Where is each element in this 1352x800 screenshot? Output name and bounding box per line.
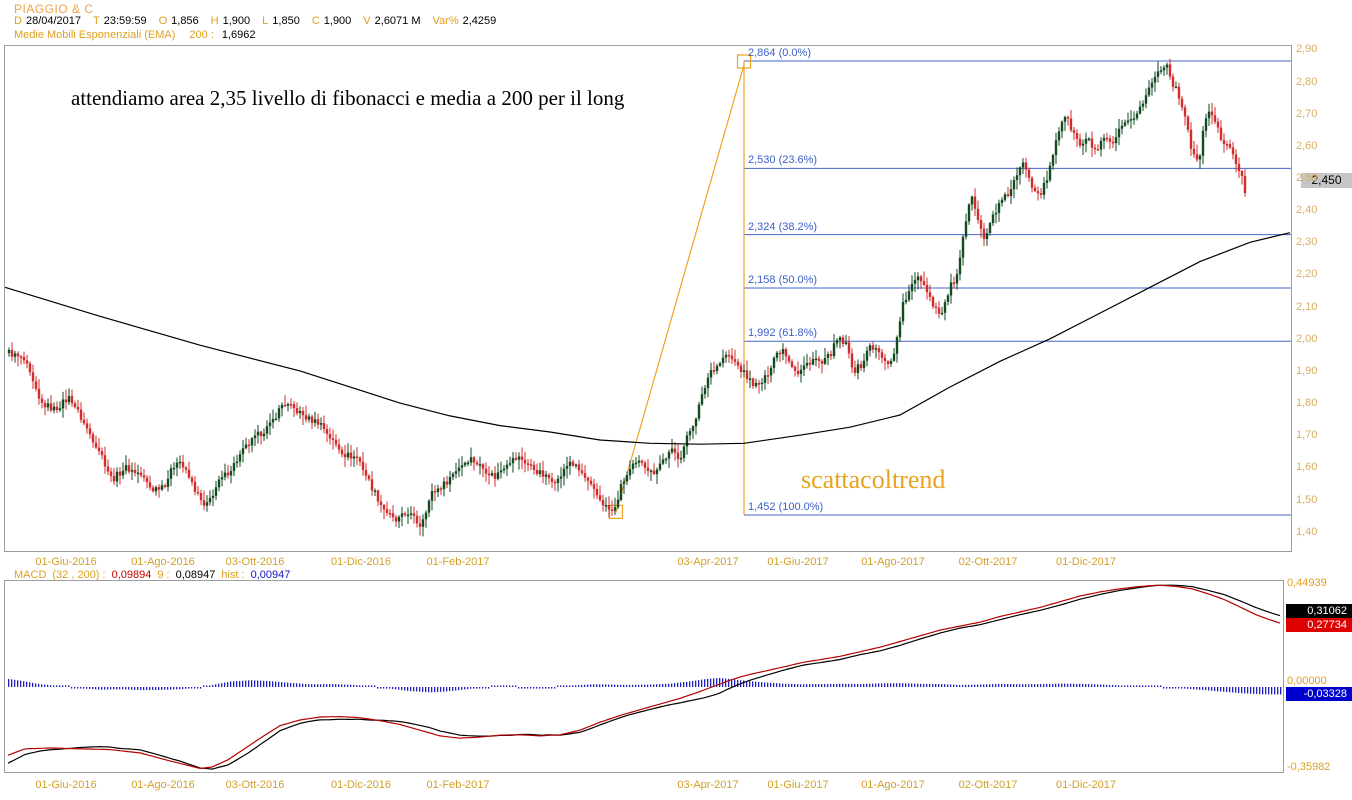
price-panel-border bbox=[4, 45, 1292, 552]
date-axis-label: 01-Dic-2016 bbox=[331, 779, 391, 791]
macd-line[interactable] bbox=[7, 584, 1281, 770]
macd-signal-label: 9 : bbox=[157, 569, 170, 581]
ema-value: 1,6962 bbox=[221, 29, 256, 41]
date-axis-label: 01-Dic-2017 bbox=[1056, 556, 1116, 568]
ohlc-field-value: 1,900 bbox=[222, 15, 251, 27]
ohlc-field-label: T bbox=[93, 15, 100, 27]
price-axis-label: 2,70 bbox=[1296, 108, 1318, 120]
watermark-text: scattacoltrend bbox=[801, 465, 946, 494]
ohlc-status-row: D 28/04/2017 T 23:59:59 O 1,856 H 1,900 L 1,850 C 1… bbox=[14, 15, 508, 27]
price-axis-label: 2,20 bbox=[1296, 268, 1318, 280]
drawing-handle-top bbox=[736, 54, 752, 69]
macd-signal-value: 0,08947 bbox=[175, 569, 216, 581]
macd-value: 0,09894 bbox=[111, 569, 152, 581]
candlesticks[interactable] bbox=[7, 58, 1247, 537]
ohlc-field-value: 28/04/2017 bbox=[25, 15, 82, 27]
fibonacci-drawing-tool[interactable] bbox=[608, 54, 752, 519]
macd-params: (32 , 200) : bbox=[52, 569, 106, 581]
macd-line-value-box: 0,27734 bbox=[1286, 618, 1352, 632]
price-axis-label: 2,10 bbox=[1296, 301, 1318, 313]
ohlc-field-label: V bbox=[363, 15, 371, 27]
ohlc-field-label: C bbox=[311, 15, 320, 27]
fib-level-label: 2,530 (23.6%) bbox=[748, 154, 818, 166]
price-axis-label: 2,90 bbox=[1296, 43, 1318, 55]
price-axis-label: 1,80 bbox=[1296, 397, 1318, 409]
macd-panel-border bbox=[4, 580, 1284, 773]
ohlc-field-value: 2,6071 M bbox=[374, 15, 421, 27]
price-axis-label: 1,90 bbox=[1296, 365, 1318, 377]
price-axis-label: 2,40 bbox=[1296, 204, 1318, 216]
date-axis-label: 01-Giu-2017 bbox=[767, 779, 829, 791]
price-axis-label: 1,70 bbox=[1296, 429, 1318, 441]
date-axis-label: 01-Giu-2017 bbox=[767, 556, 829, 568]
ohlc-field-value: 1,850 bbox=[272, 15, 300, 27]
ohlc-field-label: Var% bbox=[432, 15, 459, 27]
macd-hist-label: hist : bbox=[221, 569, 245, 581]
price-axis-label: 2,30 bbox=[1296, 236, 1318, 248]
last-price-tag: 2,450 bbox=[1301, 173, 1352, 188]
date-axis-label: 01-Ago-2017 bbox=[861, 779, 925, 791]
price-axis-label: 2,00 bbox=[1296, 333, 1318, 345]
fib-level-label: 1,992 (61.8%) bbox=[748, 327, 818, 339]
ohlc-field-label: O bbox=[158, 15, 168, 27]
ohlc-field-value: 2,4259 bbox=[462, 15, 497, 27]
price-axis-label: 1,40 bbox=[1296, 526, 1318, 538]
date-axis-label: 03-Apr-2017 bbox=[677, 779, 739, 791]
chart-annotation-text: attendiamo area 2,35 livello di fibonacc… bbox=[71, 86, 625, 110]
ohlc-field-value: 1,856 bbox=[171, 15, 199, 27]
ohlc-field-value: 23:59:59 bbox=[103, 15, 147, 27]
instrument-title: PIAGGIO & C bbox=[14, 2, 94, 16]
date-axis-label: 03-Apr-2017 bbox=[677, 556, 739, 568]
date-axis-label: 01-Dic-2016 bbox=[331, 556, 391, 568]
ohlc-field-label: H bbox=[210, 15, 219, 27]
macd-signal-line[interactable] bbox=[7, 584, 1281, 770]
macd-histogram bbox=[8, 678, 1282, 695]
date-axis-label: 01-Giu-2016 bbox=[35, 779, 97, 791]
macd-axis-min-label: -0,35982 bbox=[1287, 761, 1331, 773]
macd-indicator-name: MACD bbox=[14, 569, 47, 581]
date-axis-label: 03-Ott-2016 bbox=[225, 556, 285, 568]
ema-period-label: 200 : bbox=[189, 29, 214, 41]
macd-hist-value-box: -0,03328 bbox=[1286, 687, 1352, 701]
date-axis-label: 01-Feb-2017 bbox=[426, 779, 490, 791]
ema-200-line[interactable] bbox=[4, 232, 1291, 445]
date-axis-label: 01-Dic-2017 bbox=[1056, 779, 1116, 791]
fib-level-label: 2,864 (0.0%) bbox=[748, 47, 811, 59]
macd-signal-value-box: 0,31062 bbox=[1286, 604, 1352, 618]
price-axis-label: 2,60 bbox=[1296, 140, 1318, 152]
fib-level-label: 2,158 (50.0%) bbox=[748, 274, 818, 286]
date-axis-label: 02-Ott-2017 bbox=[958, 779, 1018, 791]
price-axis-label: 2,50 bbox=[1296, 172, 1318, 184]
fib-level-label: 2,324 (38.2%) bbox=[748, 221, 818, 233]
date-axis-label: 01-Ago-2017 bbox=[861, 556, 925, 568]
macd-header-row: MACD (32 , 200) : 0,09894 9 : 0,08947 hist : 0… bbox=[14, 569, 296, 581]
fib-level-label: 1,452 (100.0%) bbox=[748, 501, 824, 513]
date-axis-label: 01-Feb-2017 bbox=[426, 556, 490, 568]
macd-axis-zero-label: 0,00000 bbox=[1287, 675, 1327, 687]
date-axis-label: 03-Ott-2016 bbox=[225, 779, 285, 791]
ohlc-field-label: L bbox=[262, 15, 269, 27]
macd-axis-max-label: 0,44939 bbox=[1287, 577, 1327, 589]
price-axis-label: 2,80 bbox=[1296, 76, 1318, 88]
date-axis-label: 01-Giu-2016 bbox=[35, 556, 97, 568]
fibonacci-lines[interactable] bbox=[744, 60, 1291, 516]
ema-indicator-name: Medie Mobili Esponenziali (EMA) bbox=[14, 29, 176, 41]
date-axis-label: 01-Ago-2016 bbox=[131, 779, 195, 791]
ohlc-field-value: 1,900 bbox=[323, 15, 352, 27]
date-axis-label: 01-Ago-2016 bbox=[131, 556, 195, 568]
price-axis-label: 1,60 bbox=[1296, 461, 1318, 473]
price-axis-label: 1,50 bbox=[1296, 494, 1318, 506]
ohlc-field-label: D bbox=[14, 15, 22, 27]
ema-indicator-row: Medie Mobili Esponenziali (EMA) 200 : 1,69… bbox=[14, 29, 256, 41]
macd-hist-value: 0,00947 bbox=[250, 569, 291, 581]
date-axis-label: 02-Ott-2017 bbox=[958, 556, 1018, 568]
